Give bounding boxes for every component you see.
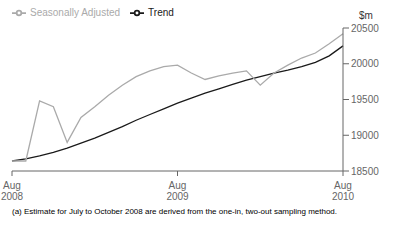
svg-text:19500: 19500 (351, 94, 379, 105)
html-text:Trend: Trend (148, 6, 174, 18)
svg-text:20500: 20500 (351, 23, 379, 34)
svg-text:20000: 20000 (351, 58, 379, 69)
svg-text:Aug2010: Aug2010 (332, 180, 355, 202)
svg-text:18500: 18500 (351, 166, 379, 177)
html-text:(a) Estimate for July to Octob: (a) Estimate for July to October 2008 ar… (12, 207, 337, 216)
html-text:Seasonally Adjusted: Seasonally Adjusted (30, 6, 121, 18)
svg-text:Aug2009: Aug2009 (166, 180, 189, 202)
svg-text:Aug2008: Aug2008 (8, 180, 24, 202)
svg-text:19000: 19000 (351, 130, 379, 141)
svg-text:$m: $m (359, 10, 373, 21)
